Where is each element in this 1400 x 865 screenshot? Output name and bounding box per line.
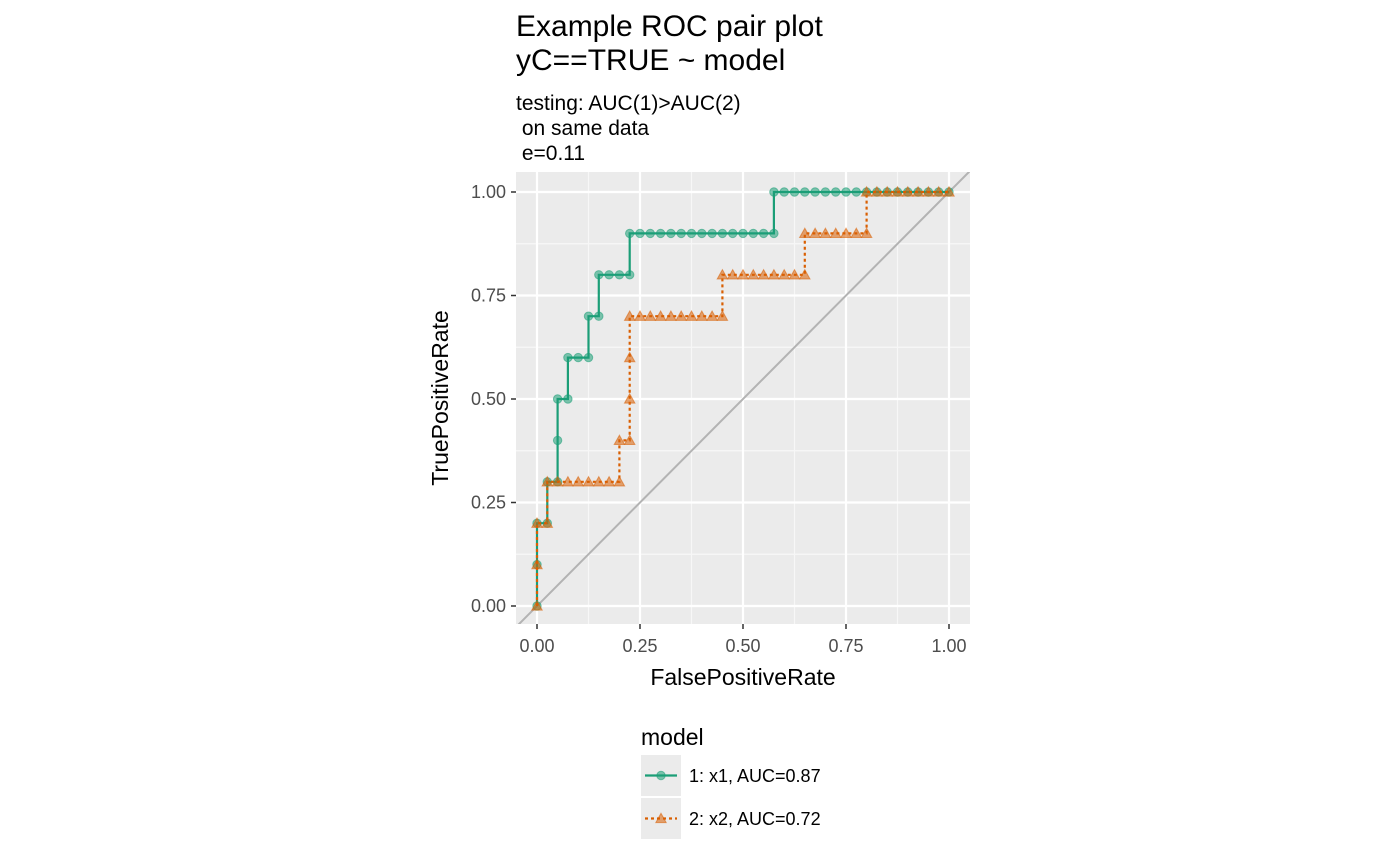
x-axis-title: FalsePositiveRate <box>650 664 835 690</box>
legend-key-marker <box>654 812 668 824</box>
chart-title-line-1: Example ROC pair plot <box>516 10 823 43</box>
legend-label: 1: x1, AUC=0.87 <box>689 766 821 786</box>
y-tick-label: 0.75 <box>471 286 506 306</box>
reference-diagonal-line <box>517 172 970 624</box>
legend-item-2: 2: x2, AUC=0.72 <box>641 798 821 839</box>
series-layer <box>530 185 956 611</box>
x-tick-label: 0.75 <box>828 636 863 656</box>
y-tick-label: 0.25 <box>471 493 506 513</box>
chart-subtitle-line-3: e=0.11 <box>516 142 585 165</box>
y-tick-label: 1.00 <box>471 182 506 202</box>
chart-subtitle-line-2: on same data <box>516 117 649 140</box>
chart-subtitle-line-1: testing: AUC(1)>AUC(2) <box>516 92 741 115</box>
x-tick-label: 0.50 <box>725 636 760 656</box>
x-tick-label: 0.00 <box>519 636 554 656</box>
legend: 1: x1, AUC=0.87 2: x2, AUC=0.72 <box>641 755 821 839</box>
chart-title-line-2: yC==TRUE ~ model <box>516 44 785 77</box>
axis-ticks: 0.00 0.25 0.50 0.75 1.00 0.00 0.25 0.50 0.75 1.00 <box>471 182 967 656</box>
series-2 <box>530 185 956 611</box>
y-tick-label: 0.00 <box>471 596 506 616</box>
y-tick-label: 0.50 <box>471 389 506 409</box>
x-tick-label: 1.00 <box>931 636 966 656</box>
legend-item-1: 1: x1, AUC=0.87 <box>641 755 821 796</box>
series-2-line <box>535 190 949 606</box>
reference-line-group <box>517 172 970 624</box>
x-tick-label: 0.25 <box>622 636 657 656</box>
y-axis-title: TruePositiveRate <box>427 310 453 486</box>
legend-title: model <box>641 724 704 750</box>
legend-label: 2: x2, AUC=0.72 <box>689 809 821 829</box>
legend-key-marker <box>656 770 666 781</box>
